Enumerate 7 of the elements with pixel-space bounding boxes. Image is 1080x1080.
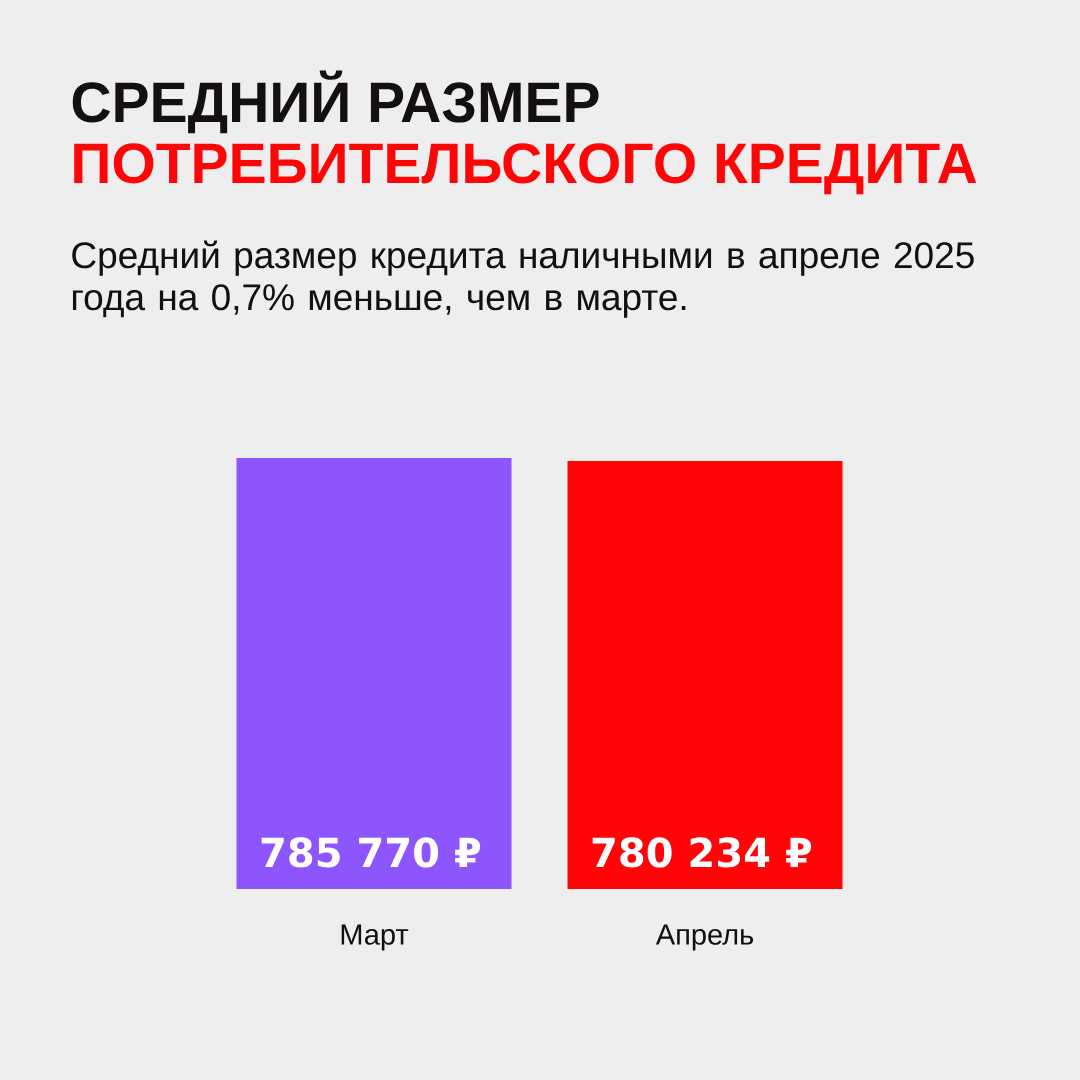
data-label: 780 234 ₽ — [592, 837, 812, 868]
text: Средний размер кредита наличными в апреле 2025 года на 0,7% меньше, чем в марте. — [72, 240, 974, 318]
x-tick-label: Март — [341, 924, 409, 951]
x-tick-label: Апрель — [655, 924, 754, 951]
chart-title: СРЕДНИЙ РАЗМЕР — [72, 70, 599, 134]
chart-subtitle: ПОТРЕБИТЕЛЬСКОГО КРЕДИТА — [74, 143, 977, 195]
data-label: 785 770 ₽ — [261, 837, 481, 868]
